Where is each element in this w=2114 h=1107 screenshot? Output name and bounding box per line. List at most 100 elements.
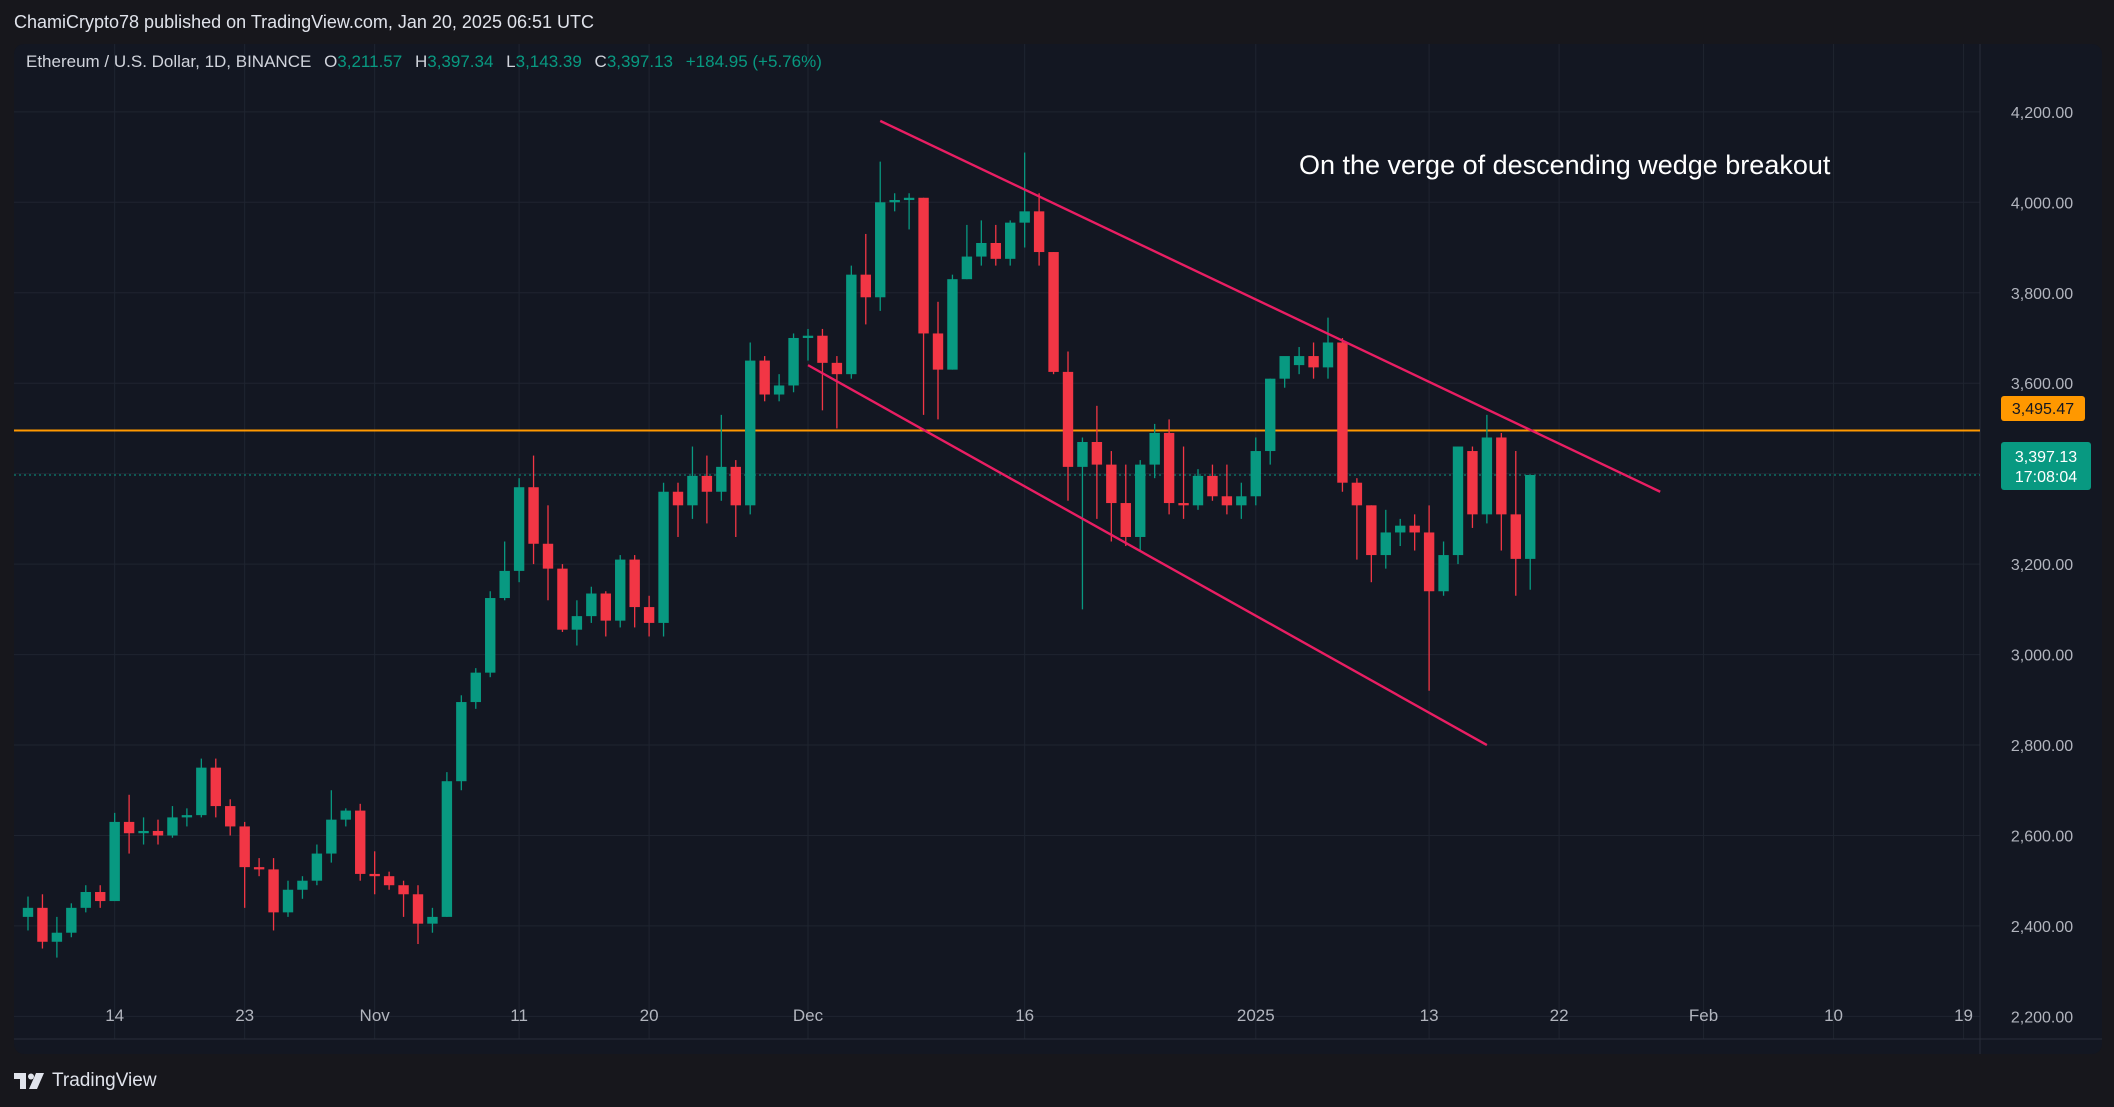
candle-body	[629, 559, 640, 608]
candle-body	[412, 894, 424, 924]
candle-body	[1380, 532, 1391, 556]
legend-low: 3,143.39	[516, 52, 582, 71]
candle-body	[1250, 451, 1261, 497]
candle-body	[22, 907, 34, 917]
chart-annotation[interactable]: On the verge of descending wedge breakou…	[1299, 150, 1831, 180]
candle-body	[1207, 475, 1218, 497]
candle-down	[1033, 193, 1045, 266]
legend-open-label: O	[324, 52, 337, 71]
candle-body	[528, 487, 539, 544]
candle-down	[1366, 505, 1377, 583]
candle-down	[918, 197, 929, 415]
candle-body	[109, 821, 120, 902]
candle-body	[889, 200, 900, 203]
candle-body	[1496, 437, 1507, 515]
price-tick-label: 4,200.00	[2011, 105, 2073, 122]
candle-body	[701, 475, 713, 492]
candle-body	[239, 826, 250, 868]
time-tick-label: 11	[510, 1006, 528, 1025]
candle-up	[22, 896, 34, 931]
grid-lines	[14, 44, 1980, 1039]
candle-down	[817, 328, 828, 411]
legend-open: 3,211.57	[337, 52, 402, 71]
candle-up	[1265, 378, 1276, 465]
candle-body	[687, 475, 698, 506]
candle-down	[37, 894, 48, 949]
price-tick-label: 4,000.00	[2011, 195, 2073, 212]
candle-up	[846, 265, 857, 379]
candle-up	[773, 374, 785, 402]
candle-up	[51, 916, 63, 958]
candle-down	[831, 356, 843, 429]
candle-body	[1221, 496, 1233, 506]
candle-body	[369, 873, 380, 877]
hline-price-tag-bg	[2001, 396, 2085, 421]
candle-down	[398, 880, 409, 917]
candle-up	[311, 844, 323, 886]
time-tick-label: 10	[1824, 1006, 1843, 1025]
candle-down	[1221, 464, 1233, 515]
candle-up	[1236, 482, 1247, 519]
candle-up	[1452, 446, 1464, 565]
price-chart[interactable]: 2,200.00 2,400.00 2,600.00 2,800.00 3,000.00…	[14, 44, 2102, 1054]
price-tick-label: 2,600.00	[2011, 828, 2073, 845]
candle-down	[1351, 478, 1363, 560]
candle-down	[1120, 464, 1131, 547]
chart-frame[interactable]: 2,200.00 2,400.00 2,600.00 2,800.00 3,000.00…	[14, 44, 2102, 1054]
candle-body	[1438, 555, 1449, 592]
candle-body	[1062, 371, 1074, 467]
candle-body	[1106, 464, 1117, 504]
candle-body	[1467, 451, 1478, 515]
candle-down	[95, 885, 106, 908]
candle-body	[773, 385, 785, 395]
candle-body	[37, 907, 48, 942]
candle-body	[456, 702, 467, 782]
candle-up	[297, 876, 308, 899]
candle-down	[152, 819, 164, 845]
candle-up	[947, 274, 958, 370]
candle-up	[138, 817, 149, 845]
candle-body	[513, 487, 525, 571]
time-tick-label: 2025	[1237, 1006, 1275, 1025]
candle-body	[730, 466, 741, 506]
candle-body	[643, 607, 655, 623]
support-resistance-line[interactable]	[14, 429, 1980, 476]
candle-down	[1207, 464, 1218, 501]
candle-up	[1481, 414, 1493, 524]
candle-body	[875, 202, 886, 298]
candle-up	[441, 772, 453, 917]
current-price-label: 3,397.13	[2015, 449, 2077, 466]
candle-up	[109, 812, 120, 902]
time-tick-label: 20	[640, 1006, 659, 1025]
candle-body	[846, 274, 857, 375]
tradingview-logo-icon	[14, 1073, 44, 1089]
time-tick-label: Nov	[360, 1006, 391, 1025]
candle-body	[95, 892, 106, 902]
candle-down	[1062, 351, 1074, 501]
candle-down	[1163, 419, 1175, 515]
candle-body	[1308, 356, 1319, 368]
candle-up	[513, 478, 525, 583]
candle-body	[1322, 342, 1334, 368]
candle-up	[889, 193, 900, 212]
candle-body	[932, 333, 944, 370]
candle-down	[1496, 432, 1507, 551]
candle-up	[80, 885, 91, 913]
wedge-trendlines[interactable]	[807, 119, 1661, 747]
candle-down	[1091, 405, 1103, 519]
axes	[14, 44, 2102, 1054]
candle-up	[196, 758, 207, 818]
legend-close-label: C	[595, 52, 607, 71]
candle-up	[961, 224, 973, 280]
footer-brand[interactable]: TradingView	[14, 1064, 157, 1098]
candle-body	[282, 889, 294, 913]
candle-down	[932, 301, 944, 420]
candle-down	[1467, 446, 1478, 528]
candle-body	[268, 869, 279, 913]
price-tick-label: 3,000.00	[2011, 648, 2073, 665]
candle-down	[1423, 505, 1435, 691]
candle-body	[80, 892, 91, 908]
candle-up	[586, 586, 597, 623]
candle-up	[716, 414, 727, 501]
legend-symbol: Ethereum / U.S. Dollar, 1D, BINANCE	[26, 52, 311, 71]
